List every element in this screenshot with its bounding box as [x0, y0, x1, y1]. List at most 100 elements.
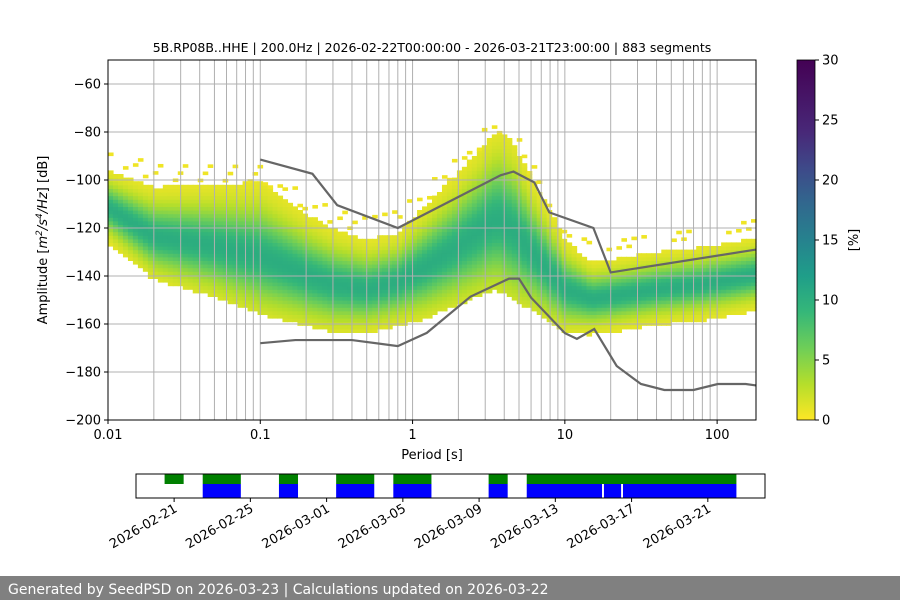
heatmap-cell	[746, 242, 752, 247]
heatmap-cell	[496, 184, 503, 189]
heatmap-cell	[521, 253, 528, 258]
heatmap-cell	[132, 217, 139, 222]
heatmap-cell	[461, 224, 468, 229]
heatmap-cell	[237, 238, 244, 243]
heatmap-cell	[212, 271, 219, 276]
heatmap-cell	[147, 253, 154, 258]
heatmap-cell	[207, 202, 214, 207]
heatmap-cell	[656, 282, 662, 287]
heatmap-cell	[531, 242, 538, 247]
heatmap-cell	[367, 253, 373, 258]
heatmap-cell	[212, 228, 219, 233]
heatmap-cell	[646, 314, 652, 319]
heatmap-cell	[272, 231, 279, 236]
heatmap-cell	[531, 267, 538, 272]
heatmap-cell	[536, 278, 543, 283]
heatmap-cell	[576, 271, 583, 276]
heatmap-cell	[252, 249, 259, 254]
heatmap-cell	[382, 271, 388, 276]
heatmap-cell	[412, 310, 418, 315]
heatmap-cell	[142, 224, 149, 229]
heatmap-cell	[277, 228, 284, 233]
heatmap-cell	[641, 274, 647, 279]
heatmap-cell	[731, 267, 737, 272]
heatmap-cell	[546, 256, 553, 261]
heatmap-cell	[292, 307, 299, 312]
heatmap-cell	[167, 256, 174, 261]
heatmap-cell	[701, 296, 707, 301]
heatmap-cell	[546, 310, 553, 315]
heatmap-cell	[621, 289, 627, 294]
heatmap-cell	[471, 260, 478, 265]
heatmap-cell	[362, 318, 368, 323]
heatmap-cell	[631, 256, 637, 261]
heatmap-cell	[456, 206, 463, 211]
heatmap-cell	[112, 235, 119, 240]
heatmap-cell	[471, 253, 478, 258]
heatmap-cell	[317, 292, 323, 297]
heatmap-cell	[222, 274, 229, 279]
heatmap-cell	[252, 195, 259, 200]
heatmap-cell	[451, 285, 458, 290]
heatmap-cell	[616, 310, 623, 315]
heatmap-cell	[491, 163, 498, 168]
heatmap-cell	[496, 152, 503, 157]
heatmap-cell	[207, 289, 214, 294]
date-tick-label: 2026-03-09	[412, 501, 485, 552]
heatmap-cell	[681, 278, 687, 283]
heatmap-cell	[108, 238, 114, 243]
heatmap-cell	[422, 278, 428, 283]
heatmap-cell	[302, 292, 308, 297]
heatmap-cell	[152, 238, 159, 243]
heatmap-cell	[147, 220, 154, 225]
heatmap-cell	[417, 303, 423, 308]
heatmap-cell	[182, 253, 189, 258]
heatmap-cell	[606, 296, 613, 301]
heatmap-cell	[232, 235, 239, 240]
heatmap-cell	[526, 282, 533, 287]
heatmap-cell	[491, 231, 498, 236]
heatmap-cell	[511, 224, 518, 229]
heatmap-cell	[471, 256, 478, 261]
heatmap-cell	[751, 300, 757, 305]
heatmap-cell	[412, 238, 418, 243]
heatmap-cell	[327, 260, 333, 265]
heatmap-cell	[402, 224, 408, 229]
heatmap-cell	[461, 210, 468, 215]
heatmap-cell	[441, 256, 448, 261]
heatmap-cell	[571, 267, 578, 272]
heatmap-cell	[451, 292, 458, 297]
heatmap-cell	[556, 278, 563, 283]
heatmap-cell	[322, 303, 328, 308]
heatmap-cell	[132, 188, 139, 193]
heatmap-cell	[506, 246, 513, 251]
heatmap-cell	[751, 249, 757, 254]
heatmap-cell	[556, 253, 563, 258]
heatmap-cell	[496, 156, 503, 161]
heatmap-cell	[172, 213, 179, 218]
heatmap-cell	[347, 271, 353, 276]
heatmap-cell	[571, 249, 578, 254]
heatmap-cell	[327, 256, 333, 261]
heatmap-cell	[382, 267, 388, 272]
heatmap-cell	[237, 256, 244, 261]
heatmap-cell	[751, 303, 757, 308]
heatmap-cell	[441, 195, 448, 200]
heatmap-cell	[132, 181, 139, 186]
heatmap-cell	[152, 213, 159, 218]
heatmap-cell	[436, 217, 443, 222]
heatmap-cell	[701, 307, 707, 312]
heatmap-cell	[466, 170, 473, 175]
heatmap-cell	[471, 264, 478, 269]
heatmap-cell	[511, 278, 518, 283]
heatmap-cell	[392, 253, 398, 258]
heatmap-cell	[591, 267, 598, 272]
heatmap-cell	[232, 282, 239, 287]
heatmap-cell	[526, 264, 533, 269]
heatmap-cell	[531, 307, 538, 312]
heatmap-cell	[616, 289, 623, 294]
heatmap-cell	[716, 260, 722, 265]
heatmap-cell	[367, 238, 373, 243]
heatmap-cell	[741, 256, 747, 261]
heatmap-cell	[377, 238, 383, 243]
